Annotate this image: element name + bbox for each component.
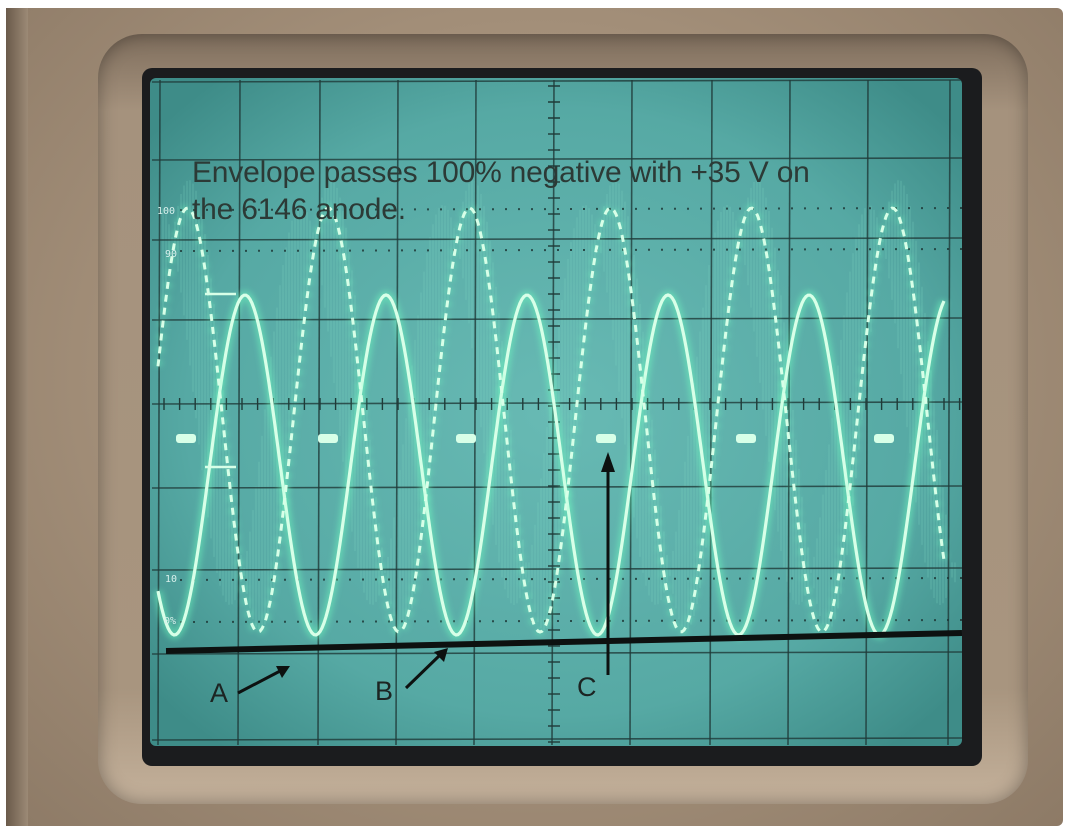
annotation-line-2: the 6146 anode. bbox=[192, 193, 406, 226]
annotation-text: Envelope passes 100% negative with +35 V… bbox=[192, 154, 912, 228]
arrow-c bbox=[601, 452, 615, 675]
marker-label-a: A bbox=[210, 678, 229, 708]
arrow-b bbox=[404, 648, 448, 690]
graticule bbox=[151, 79, 962, 746]
bezel-edge bbox=[6, 8, 28, 826]
scale-label-0: 0% bbox=[164, 616, 177, 627]
waveform-traces bbox=[153, 203, 949, 640]
annotation-line-1: Envelope passes 100% negative with +35 V… bbox=[192, 156, 810, 189]
scope-markers bbox=[176, 292, 894, 469]
zero-reference-line bbox=[165, 630, 962, 654]
scale-label-10: 10 bbox=[165, 574, 178, 585]
marker-label-b: B bbox=[375, 676, 394, 706]
marker-label-c: C bbox=[577, 672, 597, 702]
scale-label-100: 100 bbox=[157, 206, 176, 217]
arrow-a bbox=[237, 666, 290, 695]
scale-label-90: 90 bbox=[165, 249, 178, 260]
